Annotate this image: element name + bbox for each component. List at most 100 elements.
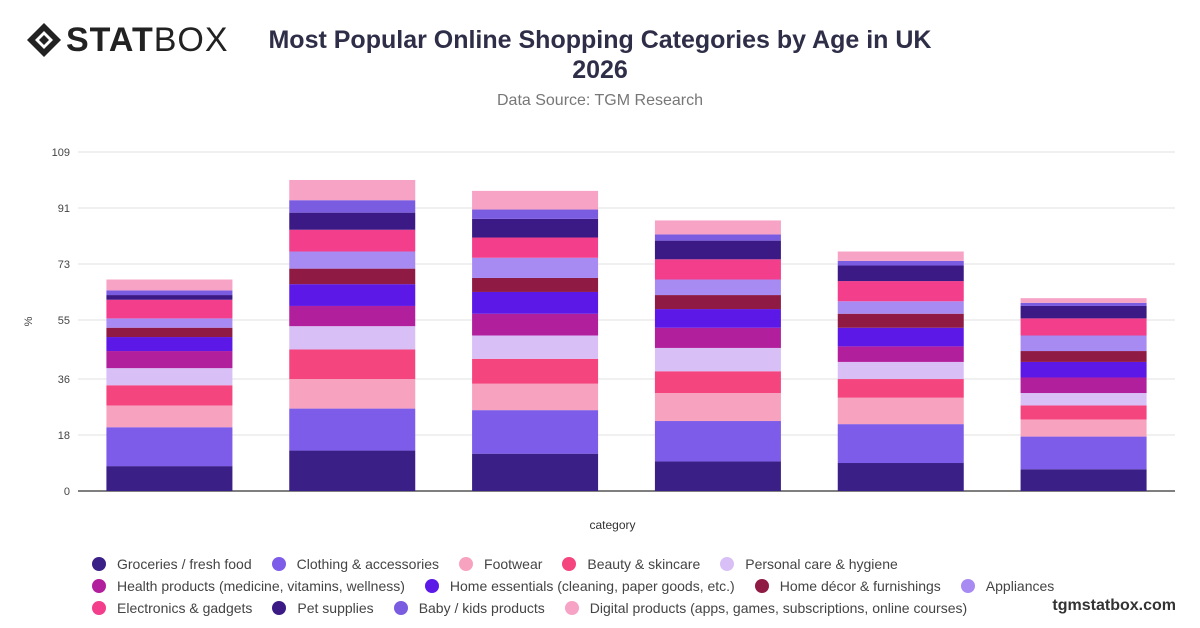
bar-segment <box>654 309 781 328</box>
bar-segment <box>289 268 416 285</box>
bar-segment <box>289 326 416 350</box>
chart-title: Most Popular Online Shopping Categories … <box>0 25 1200 85</box>
bar-segment <box>472 209 599 219</box>
logo-text-light: BOX <box>153 21 229 59</box>
bar-segment <box>106 295 233 300</box>
legend-swatch <box>92 601 106 615</box>
bar-segment <box>289 284 416 306</box>
legend-label: Digital products (apps, games, subscript… <box>589 600 968 616</box>
y-tick-label: 55 <box>58 315 70 327</box>
legend-swatch <box>393 601 408 615</box>
bar-segment <box>1020 393 1147 406</box>
bar-segment <box>837 265 964 282</box>
bar-segment <box>1020 302 1147 306</box>
bar-segment <box>1020 419 1147 437</box>
bar-segment <box>837 463 964 491</box>
legend-swatch <box>271 557 286 571</box>
bar-segment <box>654 234 781 241</box>
bar-segment <box>1020 405 1147 420</box>
legend-item: Clothing & accessories <box>271 556 440 572</box>
x-axis-label: category <box>589 518 635 532</box>
bar-segment <box>654 220 781 235</box>
legend-label: Groceries / fresh food <box>117 556 252 572</box>
legend-swatch <box>92 579 106 593</box>
bar-segment <box>654 240 781 260</box>
bar-segment <box>837 379 964 398</box>
y-axis-label: % <box>23 316 35 326</box>
legend-item: Digital products (apps, games, subscript… <box>564 600 968 616</box>
stacked-bar-chart: 0 18 36 55 73 91 109% category <box>23 147 1175 532</box>
bar-segment <box>1020 436 1147 470</box>
bar-segment <box>837 281 964 302</box>
bar-segment <box>289 229 416 252</box>
chart-title-line2: 2026 <box>572 56 628 84</box>
bar-segment <box>837 327 964 347</box>
bar-segment <box>837 260 964 266</box>
bar-segment <box>289 179 416 201</box>
legend-item: Health products (medicine, vitamins, wel… <box>92 578 405 594</box>
bar-segment <box>654 327 781 348</box>
legend: Groceries / fresh food Clothing & accesso… <box>92 556 1132 616</box>
legend-label: Beauty & skincare <box>587 556 701 572</box>
legend-swatch <box>564 601 579 615</box>
logo: STATBOX <box>26 22 229 58</box>
y-tick-label: 18 <box>58 430 70 442</box>
bar-segment <box>472 313 599 336</box>
bar-segment <box>472 335 599 359</box>
bar-segment <box>1020 318 1147 336</box>
bar-segment <box>1020 469 1147 491</box>
y-tick-label: 73 <box>58 259 70 271</box>
bar-segment <box>106 385 233 406</box>
bar-segment <box>837 301 964 314</box>
legend-item: Baby / kids products <box>393 600 545 616</box>
legend-label: Home décor & furnishings <box>779 578 941 594</box>
legend-label: Health products (medicine, vitamins, wel… <box>117 578 405 594</box>
bar-segment <box>106 427 233 467</box>
bar-segment <box>472 358 599 384</box>
bar-segment <box>654 259 781 280</box>
bar-segment <box>289 251 416 269</box>
legend-item: Footwear <box>459 556 542 572</box>
legend-label: Electronics & gadgets <box>117 600 253 616</box>
y-tick-label: 109 <box>52 147 70 159</box>
legend-item: Pet supplies <box>272 600 374 616</box>
legend-swatch <box>92 557 106 571</box>
bar-segment <box>654 279 781 296</box>
bar-segment <box>106 279 233 291</box>
bar-segment <box>472 277 599 292</box>
bar-segment <box>472 190 599 210</box>
bar-segment <box>106 405 233 428</box>
bar-segment <box>1020 305 1147 319</box>
legend-swatch <box>562 557 577 571</box>
bar-segment <box>837 346 964 362</box>
legend-swatch <box>272 601 287 615</box>
bar-segment <box>1020 377 1147 394</box>
legend-item: Appliances <box>960 578 1054 594</box>
bar-segment <box>106 290 233 296</box>
bar-segment <box>289 450 416 491</box>
logo-text-bold: STAT <box>66 21 154 59</box>
footer-site: tgmstatbox.com <box>1052 597 1176 614</box>
legend-item: Electronics & gadgets <box>92 600 252 616</box>
bar-segment <box>106 337 233 352</box>
bar-segment <box>837 424 964 464</box>
bar-segment <box>1020 335 1147 352</box>
bar-segment <box>654 371 781 394</box>
legend-item: Home essentials (cleaning, paper goods, … <box>424 578 735 594</box>
bar-segment <box>1020 351 1147 362</box>
y-tick-label: 91 <box>58 203 70 215</box>
legend-label: Baby / kids products <box>418 600 545 616</box>
bar-segment <box>837 313 964 328</box>
legend-label: Personal care & hygiene <box>745 556 898 572</box>
legend-label: Clothing & accessories <box>296 556 440 572</box>
bar-segment <box>289 305 416 327</box>
y-tick-label: 36 <box>58 374 70 386</box>
bar-segment <box>289 379 416 409</box>
bar-segment <box>106 466 233 491</box>
legend-item: Beauty & skincare <box>562 556 700 572</box>
legend-swatch <box>424 579 439 593</box>
bar-segment <box>106 351 233 369</box>
bar-segment <box>472 291 599 314</box>
bar-segment <box>472 410 599 454</box>
bar-segment <box>289 212 416 230</box>
